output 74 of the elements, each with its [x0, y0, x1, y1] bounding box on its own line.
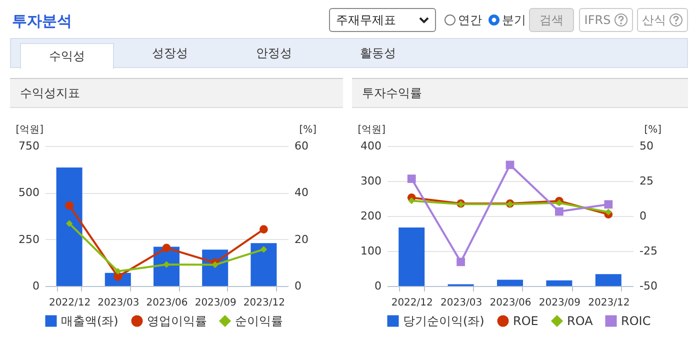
point — [604, 200, 613, 209]
bar — [497, 280, 523, 286]
point — [260, 225, 268, 234]
text: 산식 — [642, 12, 666, 28]
y2-tick-label: 25 — [640, 174, 654, 188]
x-tick-label: 2022/12 — [49, 298, 91, 308]
bar — [56, 167, 82, 286]
x-tick-label: 2023/06 — [490, 298, 532, 308]
legend-label: 당기순이익(좌) — [403, 314, 484, 328]
y2-tick-label: 40 — [294, 186, 308, 200]
x-tick-label: 2023/12 — [588, 298, 630, 308]
legend-label: ROIC — [621, 314, 651, 328]
x-tick-label: 2023/09 — [194, 298, 236, 308]
point — [555, 207, 564, 216]
point — [162, 244, 171, 252]
y-tick-label: 500 — [18, 186, 40, 200]
x-tick-label: 2023/12 — [243, 298, 285, 308]
y2-tick-label: -25 — [640, 244, 658, 258]
point — [605, 208, 612, 216]
text: 투자분석 — [12, 12, 72, 31]
y-tick-label: 100 — [360, 244, 382, 258]
y2-tick-label: -50 — [640, 280, 658, 292]
bar — [546, 280, 572, 286]
y2-tick-label: 50 — [640, 140, 654, 152]
legend-label: 매출액(좌) — [61, 314, 118, 328]
bar — [250, 243, 277, 286]
chart-title: 수익성지표 — [10, 79, 343, 108]
x-tick-label: 2023/03 — [98, 298, 140, 308]
point — [506, 160, 514, 170]
y2-tick-label: 0 — [640, 210, 646, 222]
y-tick-label: 300 — [360, 174, 382, 188]
point — [260, 246, 268, 253]
text: 연간 — [458, 12, 482, 29]
text: 검색 — [529, 8, 574, 32]
point — [65, 201, 74, 210]
point — [556, 199, 563, 206]
point — [114, 268, 122, 275]
legend-label: 영업이익률 — [147, 314, 207, 328]
legend-label: 순이익률 — [235, 314, 283, 328]
y-axis-title: [억원] — [16, 124, 44, 136]
y-tick-label: 250 — [18, 232, 40, 246]
point — [456, 258, 465, 266]
point — [212, 261, 218, 268]
chart-title: 투자수익률 — [352, 79, 688, 108]
bar — [398, 228, 425, 286]
text: 성장성 — [151, 45, 189, 62]
y-axis-title: [억원] — [358, 124, 386, 136]
point — [66, 220, 73, 227]
bar — [595, 274, 622, 286]
x-tick-label: 2023/03 — [440, 298, 482, 308]
y-tick-label: 200 — [360, 210, 382, 222]
text: 주재무제표 — [336, 12, 396, 28]
y2-tick-label: 0 — [294, 280, 302, 292]
text: 분기 — [502, 12, 526, 29]
point — [163, 261, 170, 268]
text: 안정성 — [255, 45, 293, 62]
text: 수익성 — [20, 43, 114, 69]
point — [408, 197, 415, 204]
y-tick-label: 750 — [18, 140, 40, 152]
text: IFRS — [584, 13, 611, 27]
y2-axis-title: [%] — [644, 124, 662, 136]
y-tick-label: 0 — [374, 280, 382, 292]
y-tick-label: 0 — [32, 280, 40, 292]
point — [407, 174, 416, 183]
x-tick-label: 2023/09 — [538, 298, 580, 308]
y2-tick-label: 60 — [294, 140, 308, 152]
legend-label: ROE — [513, 314, 538, 328]
x-tick-label: 2022/12 — [391, 298, 433, 308]
legend-label: ROA — [567, 314, 594, 328]
text: 활동성 — [359, 45, 397, 62]
x-tick-label: 2023/06 — [146, 298, 188, 308]
y2-axis-title: [%] — [299, 124, 317, 136]
y-tick-label: 400 — [360, 140, 382, 152]
y2-tick-label: 20 — [294, 232, 308, 246]
